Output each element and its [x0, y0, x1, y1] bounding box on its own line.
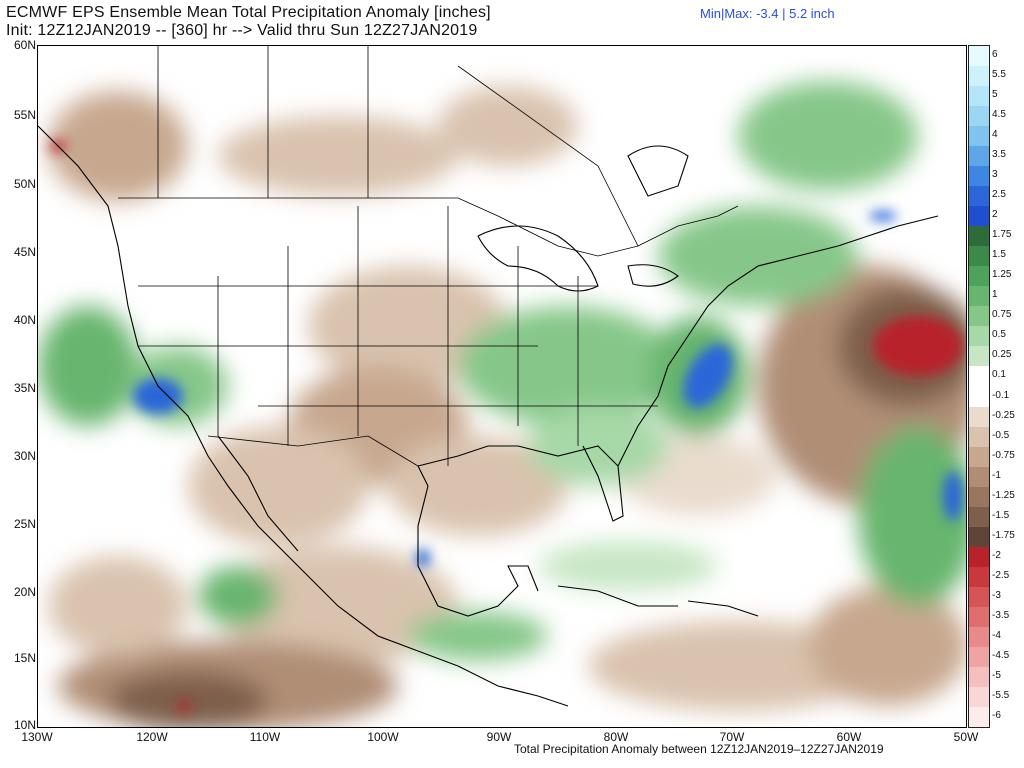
colorbar-cell	[969, 86, 989, 107]
colorbar-label: -1	[992, 469, 1001, 481]
colorbar-cell	[969, 706, 989, 728]
map-canvas	[38, 46, 966, 727]
colorbar-label: -0.5	[992, 429, 1010, 441]
colorbar-cell	[969, 206, 989, 227]
colorbar-label: -2	[992, 549, 1001, 561]
colorbar-cell	[969, 406, 989, 428]
footer-caption: Total Precipitation Anomaly between 12Z1…	[514, 742, 884, 756]
lat-label: 40N	[13, 313, 36, 327]
colorbar-cell	[969, 246, 989, 267]
colorbar-label: -6	[992, 709, 1001, 721]
colorbar-cell	[969, 526, 989, 548]
colorbar-label: -0.25	[992, 409, 1015, 421]
colorbar-label: -1.5	[992, 509, 1010, 521]
colorbar-cell	[969, 566, 989, 588]
colorbar-cell	[969, 586, 989, 608]
colorbar-cell	[969, 286, 989, 307]
colorbar-label: 1.5	[992, 249, 1006, 261]
colorbar-label: -3.5	[992, 609, 1010, 621]
colorbar-cell	[969, 126, 989, 147]
colorbar-label: 5	[992, 89, 998, 101]
colorbar-cell	[969, 306, 989, 327]
colorbar	[968, 45, 990, 728]
colorbar-cell	[969, 106, 989, 127]
colorbar-cell	[969, 446, 989, 468]
colorbar-cell	[969, 346, 989, 367]
colorbar-cell	[969, 626, 989, 648]
colorbar-label: -3	[992, 589, 1001, 601]
lat-label: 45N	[13, 245, 36, 259]
colorbar-cell	[969, 666, 989, 688]
colorbar-cell	[969, 466, 989, 488]
anomaly-extremes	[50, 140, 963, 712]
lon-label: 90W	[486, 730, 512, 744]
political-borders	[118, 46, 739, 467]
lon-label: 100W	[367, 730, 399, 744]
colorbar-cell	[969, 486, 989, 508]
colorbar-cell	[969, 46, 989, 67]
lat-label: 55N	[13, 108, 36, 122]
lat-label: 15N	[13, 651, 36, 665]
map-subtitle-init: Init: 12Z12JAN2019 -- [360] hr --> Valid…	[6, 22, 478, 39]
colorbar-cell	[969, 186, 989, 207]
lon-label: 130W	[21, 730, 53, 744]
coastlines	[38, 125, 939, 707]
colorbar-label: -4	[992, 629, 1001, 641]
lat-label: 30N	[13, 449, 36, 463]
colorbar-cell	[969, 366, 989, 387]
colorbar-label: -0.1	[992, 389, 1010, 401]
colorbar-label: 3	[992, 169, 998, 181]
lat-label: 35N	[13, 381, 36, 395]
colorbar-label: 1.75	[992, 229, 1012, 241]
lon-label: 120W	[136, 730, 168, 744]
colorbar-label: 1.25	[992, 269, 1012, 281]
colorbar-label: 0.25	[992, 349, 1012, 361]
colorbar-cell	[969, 166, 989, 187]
colorbar-cell	[969, 686, 989, 708]
colorbar-label: -0.75	[992, 449, 1015, 461]
colorbar-label: 4.5	[992, 109, 1006, 121]
colorbar-cell	[969, 266, 989, 287]
lon-label: 60W	[836, 730, 862, 744]
colorbar-label: 4	[992, 129, 998, 141]
lat-label: 60N	[13, 38, 36, 52]
colorbar-label: -5.5	[992, 689, 1010, 701]
colorbar-label: 0.5	[992, 329, 1006, 341]
colorbar-cell	[969, 606, 989, 628]
lon-label: 80W	[603, 730, 629, 744]
colorbar-cell	[969, 546, 989, 568]
colorbar-label: 2	[992, 209, 998, 221]
lat-label: 25N	[13, 517, 36, 531]
lat-label: 20N	[13, 585, 36, 599]
colorbar-cell	[969, 646, 989, 668]
colorbar-label: 1	[992, 289, 998, 301]
colorbar-cell	[969, 386, 989, 408]
colorbar-label: 2.5	[992, 189, 1006, 201]
colorbar-cell	[969, 146, 989, 167]
precip-anomaly-map	[37, 45, 967, 728]
lon-label: 50W	[953, 730, 979, 744]
map-title: ECMWF EPS Ensemble Mean Total Precipitat…	[6, 4, 491, 21]
colorbar-cell	[969, 226, 989, 247]
colorbar-cell	[969, 66, 989, 87]
colorbar-label: -1.25	[992, 489, 1015, 501]
colorbar-cell	[969, 326, 989, 347]
colorbar-label: 0.1	[992, 369, 1006, 381]
colorbar-label: 0.75	[992, 309, 1012, 321]
colorbar-label: -4.5	[992, 649, 1010, 661]
colorbar-label: 5.5	[992, 69, 1006, 81]
lat-label: 50N	[13, 177, 36, 191]
colorbar-label: -2.5	[992, 569, 1010, 581]
lon-label: 70W	[719, 730, 745, 744]
minmax-readout: Min|Max: -3.4 | 5.2 inch	[700, 6, 835, 21]
lat-label: 10N	[13, 718, 36, 732]
colorbar-label: -5	[992, 669, 1001, 681]
colorbar-label: -1.75	[992, 529, 1015, 541]
colorbar-cell	[969, 506, 989, 528]
colorbar-label: 3.5	[992, 149, 1006, 161]
colorbar-cell	[969, 426, 989, 448]
colorbar-label: 6	[992, 49, 998, 60]
lon-label: 110W	[249, 730, 281, 744]
anomaly-field	[38, 81, 966, 727]
